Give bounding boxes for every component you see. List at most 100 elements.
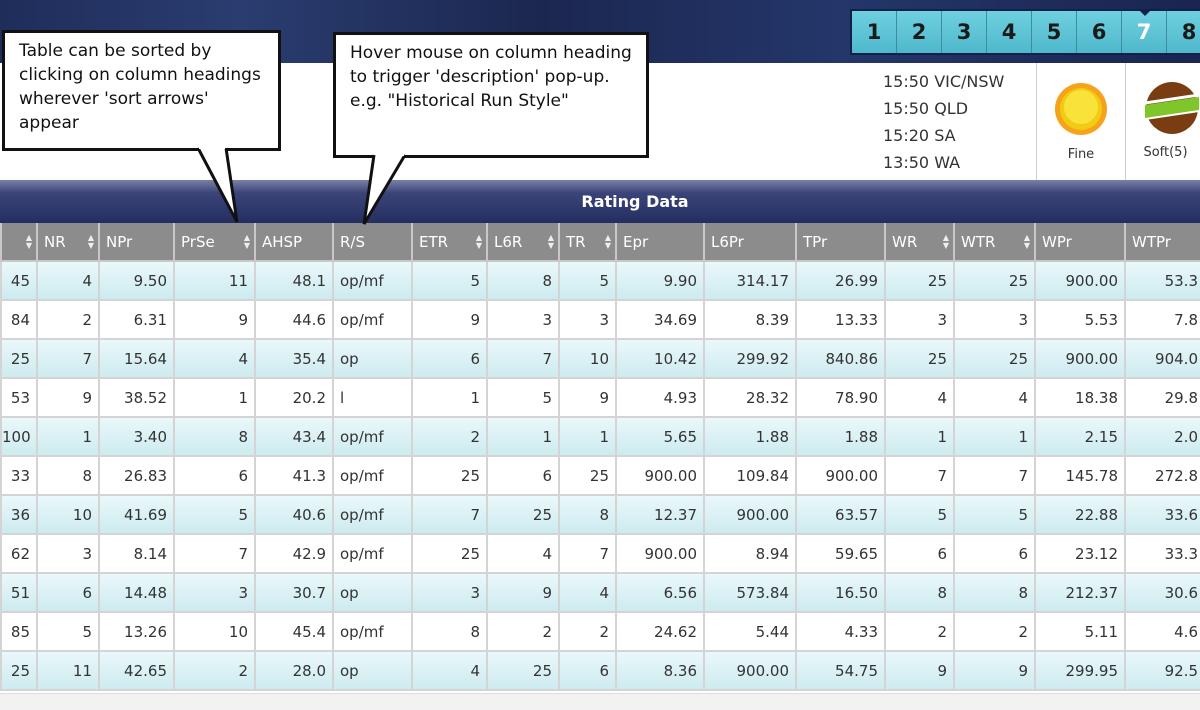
cell-prse: 11 — [173, 260, 256, 301]
cell-etr: 25 — [411, 533, 488, 574]
sort-arrows-icon[interactable]: ▲ ▼ — [25, 233, 32, 250]
cell-nr: 3 — [36, 533, 100, 574]
column-header-ahsp[interactable]: AHSP — [254, 223, 334, 262]
cell-epr: 10.42 — [615, 338, 705, 379]
column-header-wtr[interactable]: WTR ▲ ▼ — [953, 223, 1036, 262]
cell-prse: 8 — [173, 416, 256, 457]
table-row[interactable]: 62 3 8.14 7 42.9 op/mf 25 4 7 900.00 8.94 59.65 6 6 23… — [0, 533, 1200, 574]
sort-arrows-icon[interactable]: ▲ ▼ — [547, 233, 554, 250]
column-header-label: WR — [892, 232, 918, 251]
cell-tpr: 840.86 — [795, 338, 886, 379]
section-title: Rating Data — [0, 180, 1200, 223]
race-tab-1[interactable]: 1 — [852, 11, 897, 53]
cell-l6pr: 299.92 — [703, 338, 797, 379]
column-header-wpr[interactable]: WPr — [1034, 223, 1126, 262]
cell-etr: 9 — [411, 299, 488, 340]
sort-arrows-icon[interactable]: ▲ ▼ — [604, 233, 611, 250]
cell-ahsp: 20.2 — [254, 377, 334, 418]
cell-wtr: 25 — [953, 260, 1036, 301]
column-header-r-s[interactable]: R/S — [332, 223, 413, 262]
weather: Fine — [1036, 63, 1125, 180]
column-header-wr[interactable]: WR ▲ ▼ — [884, 223, 955, 262]
cell-l6pr: 314.17 — [703, 260, 797, 301]
cell-epr: 4.93 — [615, 377, 705, 418]
sort-arrows-icon[interactable]: ▲ ▼ — [1023, 233, 1030, 250]
race-tab-3[interactable]: 3 — [942, 11, 987, 53]
table-row[interactable]: 25 11 42.65 2 28.0 op 4 25 6 8.36 900.00 54.75 9 9 299… — [0, 650, 1200, 691]
race-tab-7[interactable]: 7 — [1122, 9, 1167, 53]
cell-r-s: op/mf — [332, 533, 413, 574]
race-tab-5[interactable]: 5 — [1032, 11, 1077, 53]
cell-wtr: 8 — [953, 572, 1036, 613]
cell-wtr: 25 — [953, 338, 1036, 379]
table-row[interactable]: 53 9 38.52 1 20.2 l 1 5 9 4.93 28.32 78.90 4 4 18.38 29… — [0, 377, 1200, 418]
cell-epr: 9.90 — [615, 260, 705, 301]
table-row[interactable]: 33 8 26.83 6 41.3 op/mf 25 6 25 900.00 109.84 900.0… — [0, 455, 1200, 496]
sort-arrows-icon[interactable]: ▲ ▼ — [475, 233, 482, 250]
cell-etr: 1 — [411, 377, 488, 418]
cell-etr: 6 — [411, 338, 488, 379]
cell-epr: 900.00 — [615, 455, 705, 496]
cell-npr: 41.69 — [98, 494, 175, 535]
column-header-label: L6Pr — [711, 232, 744, 251]
table-row[interactable]: 51 6 14.48 3 30.7 op 3 9 4 6.56 573.84 16.50 8 8 212.3… — [0, 572, 1200, 613]
race-tab-4[interactable]: 4 — [987, 11, 1032, 53]
sort-arrows-icon[interactable]: ▲ ▼ — [942, 233, 949, 250]
table-row[interactable]: 85 5 13.26 10 45.4 op/mf 8 2 2 24.62 5.44 4.33 2 2 5.1… — [0, 611, 1200, 652]
cell-wtpr: 33.3 — [1124, 533, 1200, 574]
cell-col0: 85 — [0, 611, 38, 652]
column-header-col0[interactable]: ▲ ▼ — [0, 223, 38, 262]
cell-wtr: 1 — [953, 416, 1036, 457]
cell-l6r: 2 — [486, 611, 560, 652]
column-header-tr[interactable]: TR ▲ ▼ — [558, 223, 617, 262]
cell-wpr: 22.88 — [1034, 494, 1126, 535]
column-header-npr[interactable]: NPr — [98, 223, 175, 262]
cell-l6r: 4 — [486, 533, 560, 574]
cell-l6pr: 109.84 — [703, 455, 797, 496]
cell-etr: 25 — [411, 455, 488, 496]
cell-ahsp: 44.6 — [254, 299, 334, 340]
column-header-label: AHSP — [262, 232, 303, 251]
cell-wtpr: 7.8 — [1124, 299, 1200, 340]
callout-hover: Hover mouse on column heading to trigger… — [333, 32, 649, 158]
column-header-l6r[interactable]: L6R ▲ ▼ — [486, 223, 560, 262]
cell-ahsp: 41.3 — [254, 455, 334, 496]
cell-tr: 2 — [558, 611, 617, 652]
column-header-label: WTPr — [1132, 232, 1171, 251]
column-header-prse[interactable]: PrSe ▲ ▼ — [173, 223, 256, 262]
sort-arrows-icon[interactable]: ▲ ▼ — [243, 233, 250, 250]
cell-etr: 5 — [411, 260, 488, 301]
column-header-l6pr[interactable]: L6Pr — [703, 223, 797, 262]
column-header-tpr[interactable]: TPr — [795, 223, 886, 262]
cell-nr: 1 — [36, 416, 100, 457]
cell-wr: 25 — [884, 260, 955, 301]
cell-prse: 7 — [173, 533, 256, 574]
column-header-wtpr[interactable]: WTPr — [1124, 223, 1200, 262]
table-row[interactable]: 36 10 41.69 5 40.6 op/mf 7 25 8 12.37 900.00 63.57 5… — [0, 494, 1200, 535]
cell-npr: 38.52 — [98, 377, 175, 418]
race-tab-6[interactable]: 6 — [1077, 11, 1122, 53]
cell-wtr: 9 — [953, 650, 1036, 691]
cell-wtpr: 53.3 — [1124, 260, 1200, 301]
cell-col0: 36 — [0, 494, 38, 535]
sort-arrows-icon[interactable]: ▲ ▼ — [87, 233, 94, 250]
race-tab-2[interactable]: 2 — [897, 11, 942, 53]
column-header-nr[interactable]: NR ▲ ▼ — [36, 223, 100, 262]
cell-npr: 26.83 — [98, 455, 175, 496]
table-row[interactable]: 45 4 9.50 11 48.1 op/mf 5 8 5 9.90 314.17 26.99 25 25… — [0, 260, 1200, 301]
race-tab-8[interactable]: 8 — [1167, 11, 1200, 53]
table-row[interactable]: 100 1 3.40 8 43.4 op/mf 2 1 1 5.65 1.88 1.88 1 1 2.15 2… — [0, 416, 1200, 457]
cell-col0: 25 — [0, 650, 38, 691]
cell-etr: 8 — [411, 611, 488, 652]
column-header-etr[interactable]: ETR ▲ ▼ — [411, 223, 488, 262]
cell-ahsp: 48.1 — [254, 260, 334, 301]
start-times: 15:50 VIC/NSW 15:50 QLD 15:20 SA 13:50 W… — [883, 68, 1004, 176]
cell-l6r: 7 — [486, 338, 560, 379]
cell-ahsp: 43.4 — [254, 416, 334, 457]
table-row[interactable]: 84 2 6.31 9 44.6 op/mf 9 3 3 34.69 8.39 13.33 3 3 5.53… — [0, 299, 1200, 340]
cell-ahsp: 28.0 — [254, 650, 334, 691]
table-row[interactable]: 25 7 15.64 4 35.4 op 6 7 10 10.42 299.92 840.86 25 25… — [0, 338, 1200, 379]
cell-wtpr: 2.0 — [1124, 416, 1200, 457]
column-header-epr[interactable]: Epr — [615, 223, 705, 262]
column-header-label: L6R — [494, 232, 523, 251]
